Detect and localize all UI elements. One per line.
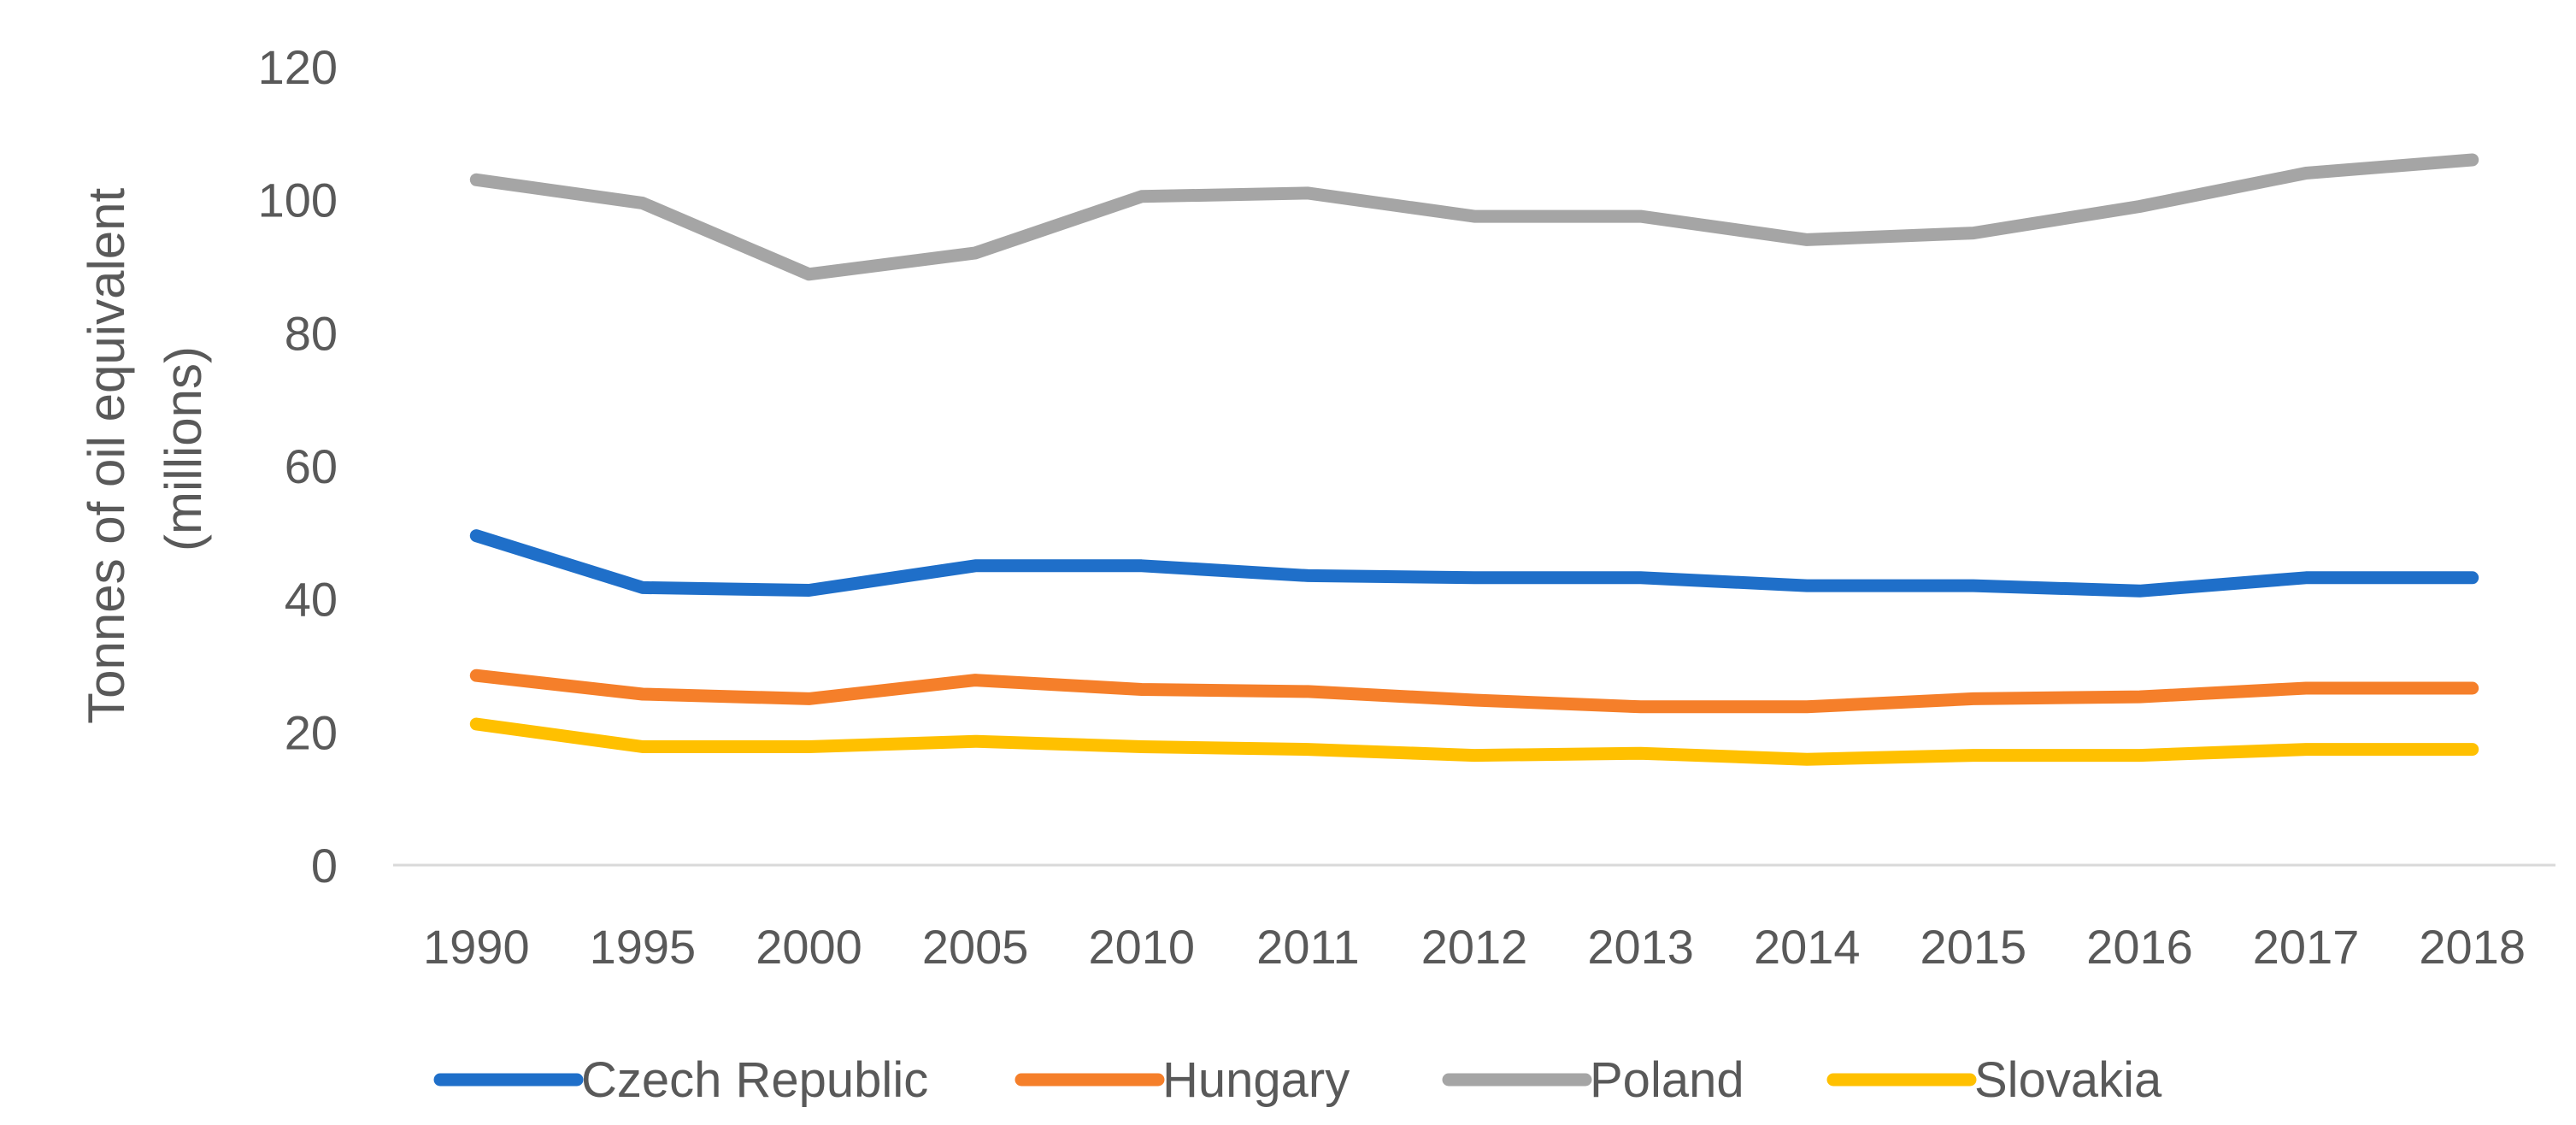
x-tick-label: 2015 <box>1920 920 2027 974</box>
x-tick-label: 2017 <box>2253 920 2360 974</box>
y-axis-title-line-1: Tonnes of oil equivalent <box>78 187 135 723</box>
x-tick-label: 2000 <box>756 920 862 974</box>
y-tick-label: 80 <box>285 306 338 360</box>
legend-label-hungary: Hungary <box>1162 1052 1350 1108</box>
series-line-slovakia <box>469 717 2479 766</box>
legend: Czech Republic Hungary Poland Slovakia <box>433 1052 2162 1108</box>
y-tick-label: 40 <box>285 573 338 627</box>
y-axis-title-line-2: (millions) <box>155 346 212 551</box>
legend-label-poland: Poland <box>1590 1052 1744 1108</box>
x-tick-label: 2016 <box>2086 920 2193 974</box>
series-lines <box>469 153 2479 766</box>
x-tick-label: 2018 <box>2419 920 2526 974</box>
y-tick-label: 120 <box>258 40 338 94</box>
x-axis-ticks: 1990 1995 2000 2005 2010 2011 2012 2013 2014 2015… <box>423 920 2526 974</box>
y-axis-title: Tonnes of oil equivalent (millions) <box>78 174 212 724</box>
y-axis-ticks: 0 20 40 60 80 100 120 <box>258 40 338 892</box>
x-tick-label: 1990 <box>423 920 530 974</box>
y-tick-label: 0 <box>311 839 338 892</box>
x-tick-label: 2014 <box>1754 920 1861 974</box>
series-line-poland <box>469 153 2479 281</box>
series-line-hungary <box>469 669 2479 714</box>
x-tick-label: 2013 <box>1587 920 1694 974</box>
y-tick-label: 60 <box>285 439 338 493</box>
x-tick-label: 2005 <box>922 920 1029 974</box>
series-line-czech-republic <box>469 529 2479 598</box>
y-tick-label: 100 <box>258 174 338 227</box>
x-tick-label: 2010 <box>1088 920 1195 974</box>
y-tick-label: 20 <box>285 705 338 759</box>
legend-label-czech-republic: Czech Republic <box>581 1052 928 1108</box>
x-tick-label: 1995 <box>590 920 697 974</box>
legend-label-slovakia: Slovakia <box>1974 1052 2162 1108</box>
x-tick-label: 2011 <box>1256 920 1359 974</box>
x-tick-label: 2012 <box>1421 920 1528 974</box>
